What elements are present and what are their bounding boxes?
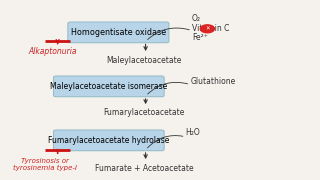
Text: Glutathione: Glutathione [190,77,236,86]
Text: H₂O: H₂O [186,128,200,137]
FancyBboxPatch shape [68,22,169,43]
Text: Fe²⁺: Fe²⁺ [192,33,208,42]
Text: Fumarate + Acetoacetate: Fumarate + Acetoacetate [95,164,193,173]
Text: Tyrosinosis or
tyrosinemia type-I: Tyrosinosis or tyrosinemia type-I [13,158,77,171]
FancyBboxPatch shape [53,76,164,97]
Text: Alkaptonuria: Alkaptonuria [28,47,77,56]
Text: O₂: O₂ [192,14,201,23]
Text: Vitamin C: Vitamin C [192,24,229,33]
Text: Homogentisate oxidase: Homogentisate oxidase [71,28,166,37]
Text: ✕: ✕ [205,26,210,31]
Text: Maleylacetoacetate isomerase: Maleylacetoacetate isomerase [50,82,167,91]
Text: Fumarylacetoacetate hydrolase: Fumarylacetoacetate hydrolase [48,136,170,145]
FancyBboxPatch shape [53,130,164,151]
Text: Fumarylacetoacetate: Fumarylacetoacetate [103,108,185,117]
Circle shape [200,25,214,33]
Text: Maleylacetoacetate: Maleylacetoacetate [106,56,182,65]
